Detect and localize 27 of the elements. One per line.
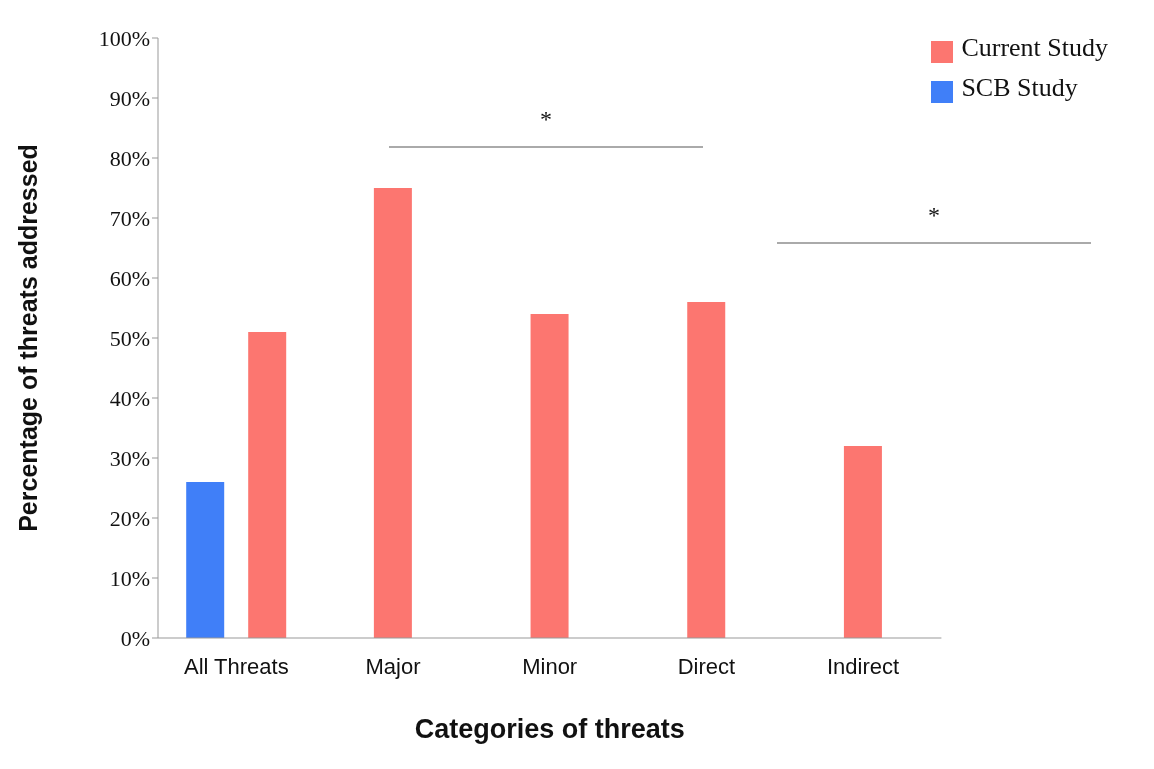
y-tick-label: 80% xyxy=(109,145,150,171)
bar xyxy=(186,482,225,638)
annotation: * xyxy=(927,202,941,229)
y-tick-label: 10% xyxy=(109,565,150,591)
bar xyxy=(843,446,882,638)
y-tick-label: 20% xyxy=(109,505,150,531)
y-tick-label: 40% xyxy=(109,385,150,411)
bar xyxy=(687,302,726,638)
legend-label: Current Study xyxy=(961,33,1108,62)
y-tick-label: 0% xyxy=(120,625,150,651)
y-tick-label: 30% xyxy=(109,445,150,471)
x-tick-label: Minor xyxy=(522,653,578,679)
y-tick-label: 50% xyxy=(109,325,150,351)
x-tick-label: Direct xyxy=(677,653,736,679)
y-tick-label: 100% xyxy=(98,25,150,51)
bar xyxy=(530,314,569,638)
x-axis-title: Categories of threats xyxy=(414,714,685,744)
annotation: * xyxy=(539,106,553,133)
y-axis-title: Percentage of threats addressed xyxy=(13,144,42,532)
y-tick-label: 90% xyxy=(109,85,150,111)
x-tick-label: Major xyxy=(365,653,421,679)
x-tick-label: All Threats xyxy=(183,653,289,679)
y-tick-label: 60% xyxy=(109,265,150,291)
legend-label: SCB Study xyxy=(961,73,1078,102)
bar xyxy=(373,188,412,638)
x-tick-label: Indirect xyxy=(826,653,900,679)
y-tick-label: 70% xyxy=(109,205,150,231)
